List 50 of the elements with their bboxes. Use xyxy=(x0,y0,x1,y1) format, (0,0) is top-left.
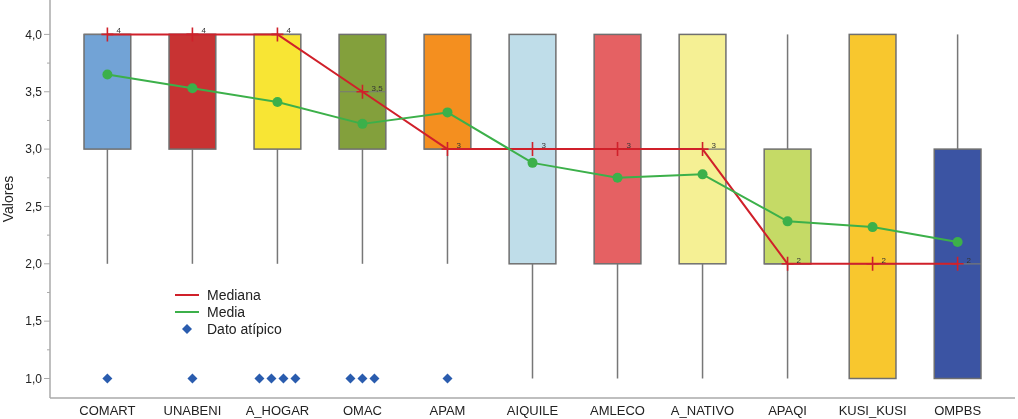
x-tick-label: APAQI xyxy=(768,403,807,418)
x-tick-label: KUSI_KUSI xyxy=(838,403,907,418)
x-tick-label: A_HOGAR xyxy=(245,403,310,418)
data-label: 3 xyxy=(626,141,632,151)
data-label: 2 xyxy=(966,255,972,265)
y-tick-label: 4,0 xyxy=(25,27,43,42)
point xyxy=(272,97,283,108)
y-tick-label: 1,0 xyxy=(25,371,43,386)
point xyxy=(355,83,370,100)
point xyxy=(527,157,538,168)
point xyxy=(442,107,453,118)
x-tick-label: OMAC xyxy=(342,403,382,418)
y-tick-label: 3,5 xyxy=(25,84,43,99)
legend-label: Media xyxy=(207,303,246,320)
data-label: 4 xyxy=(286,26,292,36)
data-label: 4 xyxy=(116,26,122,36)
point xyxy=(612,172,623,183)
x-tick-label: UNABENI xyxy=(163,403,222,418)
data-label: 3,5 xyxy=(371,83,384,93)
x-tick-label: COMART xyxy=(79,403,136,418)
legend-label: Dato atípico xyxy=(207,320,282,337)
x-tick-label: AIQUILE xyxy=(506,403,559,418)
point xyxy=(357,118,368,129)
legend-label: Mediana xyxy=(207,286,261,303)
point xyxy=(102,373,113,384)
y-tick-label: 1,5 xyxy=(25,314,43,329)
data-label: 2 xyxy=(881,255,887,265)
point xyxy=(950,256,965,272)
x-tick-label: APAM xyxy=(429,403,466,418)
point xyxy=(187,373,198,384)
x-tick-label: OMPBS xyxy=(934,403,982,418)
x-tick-label: A_NATIVO xyxy=(670,403,735,418)
data-label: 2 xyxy=(796,255,802,265)
x-tick-label: AMLECO xyxy=(590,403,645,418)
point xyxy=(865,256,880,272)
point xyxy=(697,169,708,180)
point xyxy=(187,83,198,94)
point xyxy=(867,222,878,233)
point xyxy=(780,256,795,272)
y-tick-label: 2,5 xyxy=(25,199,43,214)
y-tick-label: 2,0 xyxy=(25,257,43,271)
point xyxy=(952,237,963,248)
data-label: 3 xyxy=(711,141,717,151)
point xyxy=(102,69,113,80)
y-axis-title: Valores xyxy=(0,175,16,223)
data-label: 3 xyxy=(456,141,462,151)
data-label: 4 xyxy=(201,26,207,36)
data-label: 3 xyxy=(541,141,547,151)
y-tick-label: 3,0 xyxy=(25,142,43,157)
point xyxy=(782,216,793,227)
